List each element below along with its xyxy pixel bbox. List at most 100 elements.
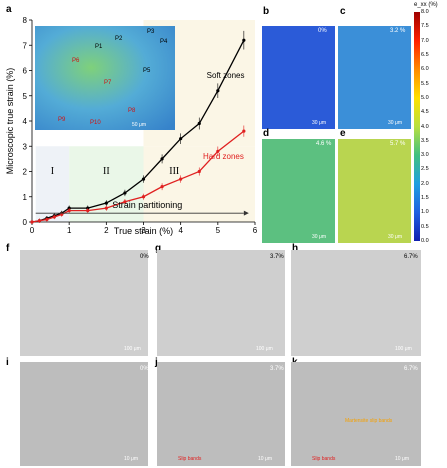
inset-label-p3: P3 — [147, 29, 155, 35]
sem-image-k — [291, 362, 421, 466]
ytick-label: 1 — [23, 193, 28, 202]
dic-scale-d: 30 μm — [312, 234, 326, 240]
ytick-label: 8 — [23, 16, 28, 25]
colorbar-tick: 0.0 — [421, 238, 429, 244]
colorbar — [414, 12, 420, 241]
region-1 — [35, 146, 70, 222]
data-point — [242, 38, 246, 42]
colorbar-tick: 2.0 — [421, 180, 429, 187]
dic-pct-e: 5.7 % — [390, 141, 406, 147]
region-label-2: II — [103, 166, 110, 177]
y-axis-label: Microscopic true strain (%) — [5, 68, 15, 175]
data-point — [104, 201, 108, 205]
sem-image-i — [20, 362, 148, 466]
dic-pct-d: 4.6 % — [316, 141, 332, 147]
data-point — [86, 206, 90, 210]
sem-note-j: Slip bands — [178, 456, 202, 462]
optical-image-h — [291, 250, 421, 356]
panel-letter-d: d — [263, 128, 270, 139]
xtick-label: 0 — [30, 226, 35, 235]
inset-label-p4: P4 — [160, 39, 168, 45]
dic-scale-c: 30 μm — [388, 120, 402, 126]
data-point — [160, 157, 164, 161]
x-axis-label: True strain (%) — [114, 226, 173, 236]
sem-pct-i: 0% — [140, 366, 149, 372]
data-point — [60, 212, 64, 217]
data-point — [37, 219, 42, 223]
colorbar-tick: 5.0 — [421, 94, 429, 101]
colorbar-tick: 3.5 — [421, 137, 429, 144]
ytick-label: 3 — [23, 142, 28, 151]
sem-pct-j: 3.7% — [270, 366, 284, 372]
panel-letter-a: a — [6, 4, 12, 15]
inset-label-p1: P1 — [95, 44, 103, 50]
colorbar-tick: 6.0 — [421, 66, 429, 73]
xtick-label: 1 — [67, 226, 72, 235]
data-point — [216, 89, 220, 93]
inset-label-p5: P5 — [143, 68, 151, 74]
colorbar-tick: 8.0 — [421, 9, 429, 15]
xtick-label: 2 — [104, 226, 109, 235]
colorbar-tick: 2.5 — [421, 166, 429, 173]
xtick-label: 4 — [178, 226, 183, 235]
panel-letter-c: c — [340, 6, 346, 17]
xtick-label: 6 — [253, 226, 258, 235]
dic-map-b — [262, 26, 335, 129]
data-point — [52, 215, 56, 219]
optical-scale-g: 100 μm — [256, 346, 273, 352]
inset-label-p9: P9 — [58, 117, 66, 123]
dic-scale-e: 30 μm — [388, 234, 402, 240]
sem-note2-k: Martensite slip bands — [345, 418, 393, 424]
panel-letter-j: j — [155, 357, 158, 368]
sem-note-k: Slip bands — [312, 456, 336, 462]
panel-letter-f: f — [6, 243, 10, 254]
colorbar-tick: 7.5 — [421, 23, 429, 30]
data-point — [30, 220, 34, 224]
colorbar-tick: 1.5 — [421, 195, 429, 202]
inset-label-p6: P6 — [72, 58, 80, 64]
xtick-label: 3 — [141, 226, 146, 235]
colorbar-tick: 5.5 — [421, 80, 429, 87]
annotation-text: Strain partitioning — [112, 200, 182, 210]
series-label-2: Hard zones — [203, 152, 244, 161]
dic-map-e — [338, 139, 411, 243]
optical-pct-f: 0% — [140, 254, 149, 260]
region-label-1: I — [51, 166, 54, 177]
sem-scale-k: 10 μm — [395, 456, 409, 462]
data-point — [179, 137, 183, 141]
colorbar-tick: 3.0 — [421, 152, 429, 159]
colorbar-tick: 4.5 — [421, 109, 429, 116]
inset-label-p8: P8 — [128, 108, 136, 114]
optical-pct-g: 3.7% — [270, 254, 284, 260]
data-point — [104, 206, 108, 210]
data-point — [67, 209, 71, 213]
inset-label-p2: P2 — [115, 36, 123, 42]
chart-inset-map — [35, 26, 175, 130]
data-point — [45, 217, 49, 222]
series-label-1: Soft zones — [207, 71, 245, 80]
partition-arrowhead — [243, 210, 249, 216]
optical-image-g — [157, 250, 285, 356]
colorbar-tick: 6.5 — [421, 51, 429, 58]
data-point — [123, 200, 127, 204]
xtick-label: 5 — [216, 226, 221, 235]
data-point — [197, 169, 201, 174]
ytick-label: 6 — [23, 67, 28, 76]
dic-scale-b: 30 μm — [312, 120, 326, 126]
panel-letter-b: b — [263, 6, 270, 17]
ytick-label: 4 — [23, 117, 28, 126]
optical-scale-f: 100 μm — [124, 346, 141, 352]
colorbar-tick: 0.5 — [421, 223, 429, 230]
data-point — [160, 185, 164, 189]
data-point — [141, 195, 146, 199]
inset-label-p10: P10 — [90, 120, 101, 126]
ytick-label: 5 — [23, 92, 28, 101]
optical-pct-h: 6.7% — [404, 254, 418, 260]
colorbar-tick: 4.0 — [421, 123, 429, 130]
panel-letter-g: g — [155, 243, 162, 254]
data-point — [179, 177, 183, 181]
inset-scale: 50 μm — [132, 122, 146, 128]
dic-pct-c: 3.2 % — [390, 28, 406, 34]
dic-map-d — [262, 139, 335, 243]
